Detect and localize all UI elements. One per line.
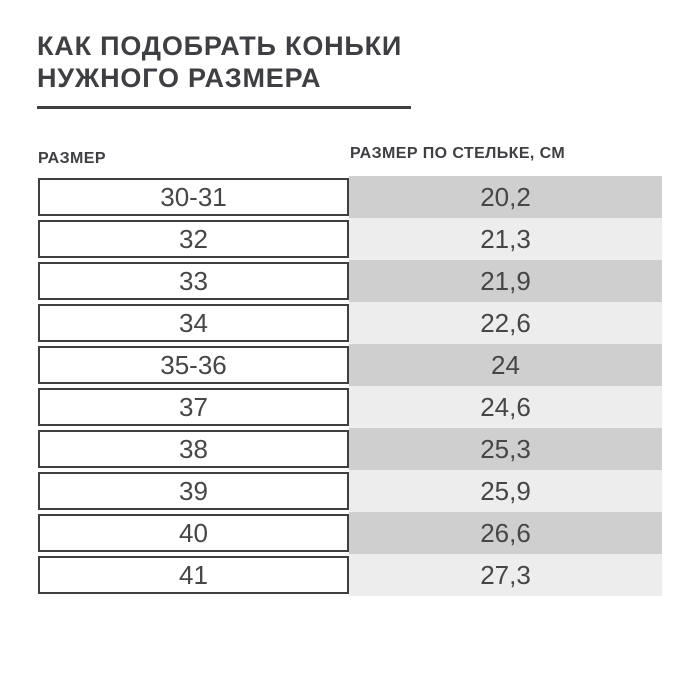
table-row: 40 26,6 xyxy=(38,512,662,554)
column-header-insole: РАЗМЕР ПО СТЕЛЬКЕ, СМ xyxy=(350,145,566,162)
size-cell: 41 xyxy=(38,556,349,594)
insole-cell: 21,3 xyxy=(349,218,662,260)
insole-cell: 22,6 xyxy=(349,302,662,344)
size-cell: 40 xyxy=(38,514,349,552)
size-cell: 38 xyxy=(38,430,349,468)
insole-cell: 27,3 xyxy=(349,554,662,596)
insole-cell: 21,9 xyxy=(349,260,662,302)
column-header-size: РАЗМЕР xyxy=(38,150,106,167)
table-row: 32 21,3 xyxy=(38,218,662,260)
size-table: 30-31 20,2 32 21,3 33 21,9 34 22,6 35-36… xyxy=(38,176,662,596)
size-cell: 32 xyxy=(38,220,349,258)
table-row: 37 24,6 xyxy=(38,386,662,428)
size-cell: 39 xyxy=(38,472,349,510)
insole-cell: 25,9 xyxy=(349,470,662,512)
title-underline xyxy=(37,106,411,109)
size-cell: 37 xyxy=(38,388,349,426)
table-row: 35-36 24 xyxy=(38,344,662,386)
table-row: 38 25,3 xyxy=(38,428,662,470)
table-row: 39 25,9 xyxy=(38,470,662,512)
insole-cell: 24,6 xyxy=(349,386,662,428)
table-row: 41 27,3 xyxy=(38,554,662,596)
table-row: 33 21,9 xyxy=(38,260,662,302)
page-title-line-1: КАК ПОДОБРАТЬ КОНЬКИ xyxy=(37,31,403,61)
size-cell: 34 xyxy=(38,304,349,342)
size-cell: 33 xyxy=(38,262,349,300)
insole-cell: 25,3 xyxy=(349,428,662,470)
insole-cell: 26,6 xyxy=(349,512,662,554)
insole-cell: 24 xyxy=(349,344,662,386)
page-title-line-2: НУЖНОГО РАЗМЕРА xyxy=(37,63,322,93)
page-title: КАК ПОДОБРАТЬ КОНЬКИ НУЖНОГО РАЗМЕРА xyxy=(37,30,402,94)
size-cell: 30-31 xyxy=(38,178,349,216)
size-cell: 35-36 xyxy=(38,346,349,384)
table-row: 34 22,6 xyxy=(38,302,662,344)
insole-cell: 20,2 xyxy=(349,176,662,218)
table-row: 30-31 20,2 xyxy=(38,176,662,218)
